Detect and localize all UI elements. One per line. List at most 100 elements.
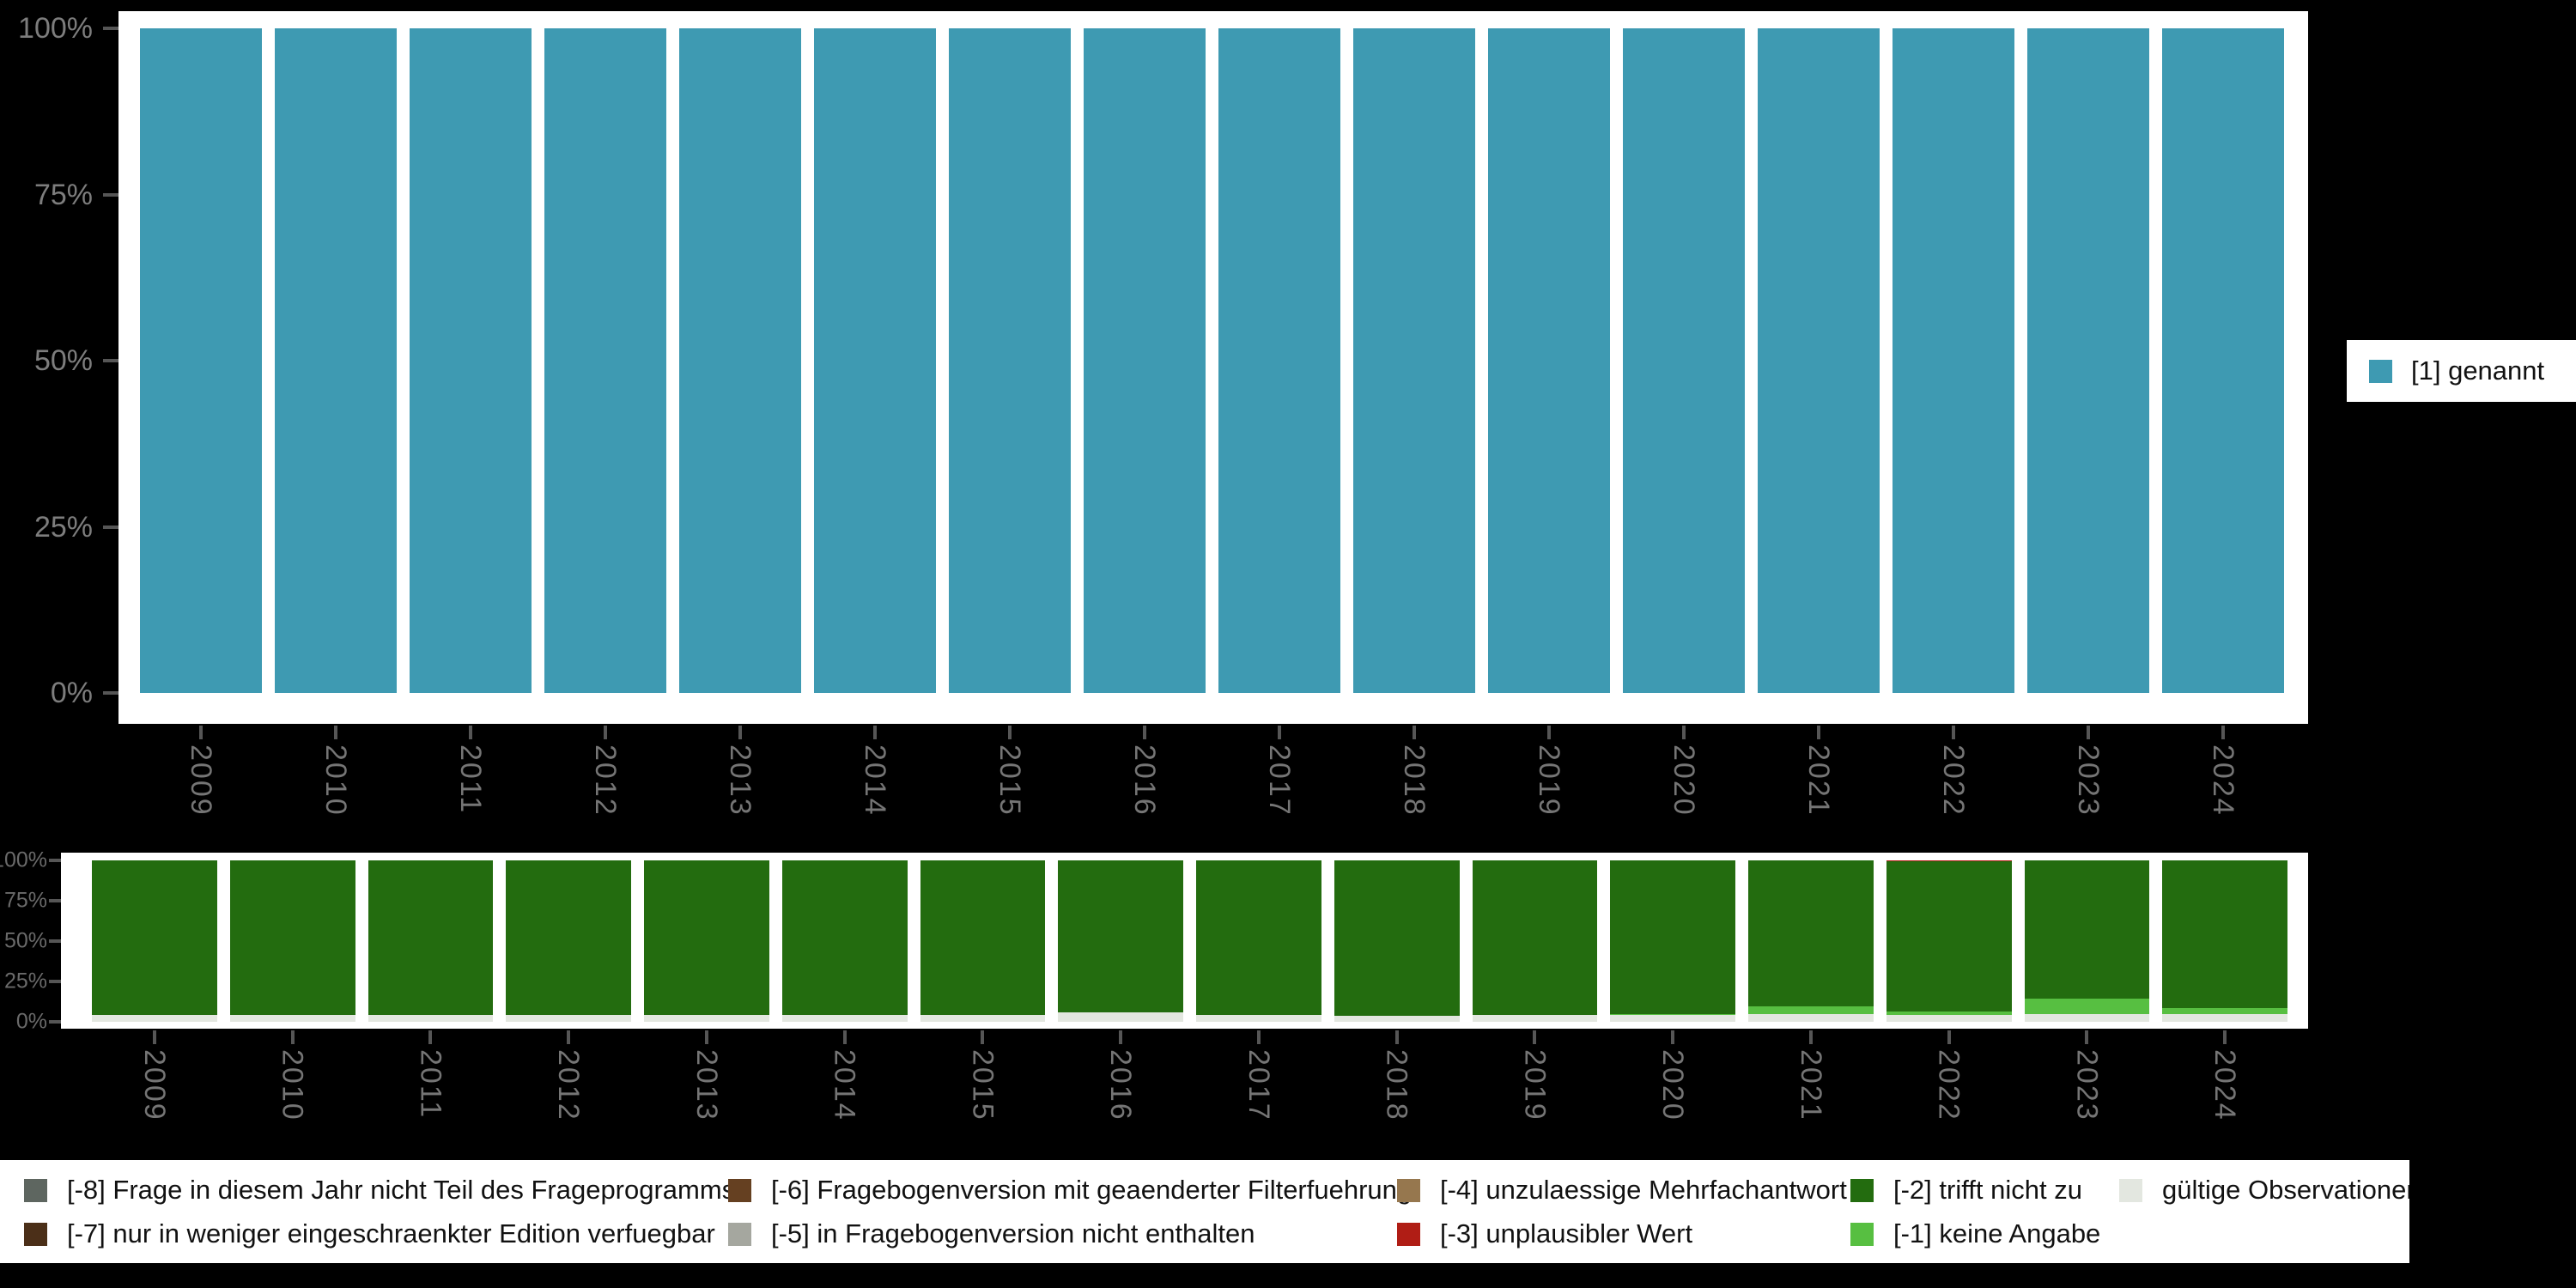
x-axis-cell-2010: 2010 (275, 726, 397, 824)
y-tick-label: 25% (3, 969, 47, 993)
bar-2019 (1488, 28, 1610, 693)
segment-trifft_nicht_zu (368, 860, 494, 1016)
segment-trifft_nicht_zu (1748, 860, 1874, 1007)
bar-2015 (949, 28, 1071, 693)
x-axis-cell-2017: 2017 (1218, 726, 1340, 824)
year-label-2024: 2024 (2207, 744, 2239, 817)
segment-trifft_nicht_zu (2024, 860, 2150, 999)
segment-gueltig (2024, 1013, 2150, 1022)
x-axis-cell-2018: 2018 (1353, 726, 1475, 824)
x-axis-cell-2013: 2013 (679, 726, 801, 824)
segment-genannt (2027, 28, 2149, 693)
year-label-2016: 2016 (1104, 1049, 1138, 1121)
x-axis-cell-2020: 2020 (1623, 726, 1745, 824)
x-axis-cell-2019: 2019 (1488, 726, 1610, 824)
segment-trifft_nicht_zu (229, 860, 355, 1015)
legend-label: [-8] Frage in diesem Jahr nicht Teil des… (67, 1175, 736, 1205)
segment-genannt (1488, 28, 1610, 693)
y-tick-mark (49, 939, 61, 943)
segment-gueltig (1058, 1012, 1183, 1022)
x-tick-mark (1008, 726, 1012, 739)
x-tick-mark (2223, 1030, 2227, 1044)
segment-gueltig (506, 1015, 631, 1022)
x-tick-mark (1952, 726, 1955, 739)
segment-gueltig (1334, 1016, 1460, 1022)
x-tick-mark (704, 1030, 708, 1044)
x-axis-cell-2024: 2024 (2162, 1030, 2287, 1133)
segment-genannt (410, 28, 532, 693)
x-axis-cell-2017: 2017 (1196, 1030, 1321, 1133)
bar-2013 (679, 28, 801, 693)
bar-2013 (644, 860, 769, 1022)
segment-gueltig (1472, 1014, 1598, 1022)
segment-gueltig (368, 1015, 494, 1022)
segment-trifft_nicht_zu (92, 860, 217, 1016)
segment-trifft_nicht_zu (1058, 860, 1183, 1012)
segment-trifft_nicht_zu (1472, 860, 1598, 1015)
x-axis-cell-2020: 2020 (1610, 1030, 1735, 1133)
bar-2021 (1758, 28, 1880, 693)
x-tick-mark (842, 1030, 847, 1044)
segment-gueltig (1196, 1014, 1321, 1022)
genannt-legend-label: [1] genannt (2411, 355, 2545, 386)
year-label-2012: 2012 (589, 744, 622, 817)
bar-2018 (1334, 860, 1460, 1022)
y-tick-label: 100% (0, 848, 47, 872)
legend-item-gueltig: gültige Observationen (2119, 1175, 2409, 1205)
x-tick-mark (981, 1030, 985, 1044)
x-tick-mark (1671, 1030, 1675, 1044)
segment-keine_angabe (1748, 1006, 1874, 1014)
segment-gueltig (92, 1015, 217, 1022)
x-axis-cell-2016: 2016 (1058, 1030, 1183, 1133)
bar-2015 (920, 860, 1046, 1022)
bar-2024 (2162, 860, 2287, 1022)
x-tick-mark (604, 726, 607, 739)
segment-trifft_nicht_zu (1196, 860, 1321, 1015)
legend-item-mehrfachantwort: [-4] unzulaessige Mehrfachantwort (1397, 1175, 1847, 1205)
bar-2017 (1218, 28, 1340, 693)
x-tick-mark (290, 1030, 295, 1044)
x-axis-cell-2022: 2022 (1886, 1030, 2012, 1133)
x-axis-cell-2009: 2009 (92, 1030, 217, 1133)
year-label-2018: 2018 (1398, 744, 1431, 817)
year-label-2017: 2017 (1263, 744, 1296, 817)
legend-label: [-1] keine Angabe (1893, 1218, 2101, 1249)
y-tick-mark (103, 359, 118, 362)
bar-2012 (544, 28, 666, 693)
y-tick-label: 75% (33, 178, 93, 211)
bar-2017 (1196, 860, 1321, 1022)
legend-swatch-keine_angabe (1850, 1222, 1874, 1246)
year-label-2014: 2014 (828, 1049, 861, 1121)
bar-2010 (229, 860, 355, 1022)
segment-trifft_nicht_zu (2162, 860, 2287, 1009)
bar-2012 (506, 860, 631, 1022)
bar-2022 (1893, 28, 2014, 693)
bar-2016 (1058, 860, 1183, 1022)
top-chart-bars (140, 28, 2284, 693)
x-axis-cell-2023: 2023 (2025, 1030, 2150, 1133)
segment-gueltig (2162, 1013, 2287, 1022)
legend-label: [-7] nur in weniger eingeschraenkter Edi… (67, 1218, 715, 1249)
bar-2014 (781, 860, 908, 1022)
segment-trifft_nicht_zu (506, 860, 631, 1016)
legend-swatch-unplausibel (1397, 1222, 1420, 1246)
year-label-2023: 2023 (2070, 1049, 2104, 1121)
x-axis-cell-2018: 2018 (1334, 1030, 1460, 1133)
legend-item-unplausibel: [-3] unplausibler Wert (1397, 1218, 1692, 1249)
bar-2019 (1472, 860, 1598, 1022)
y-tick-label: 75% (3, 888, 47, 913)
year-label-2010: 2010 (319, 744, 352, 817)
x-tick-mark (199, 726, 203, 739)
year-label-2017: 2017 (1242, 1049, 1275, 1121)
genannt-legend-swatch (2369, 359, 2392, 383)
year-label-2021: 2021 (1802, 744, 1835, 817)
segment-keine_angabe (1886, 1011, 2012, 1015)
x-axis-cell-2013: 2013 (644, 1030, 769, 1133)
y-tick-mark (49, 1020, 61, 1024)
x-axis-cell-2011: 2011 (410, 726, 532, 824)
bar-2009 (140, 28, 262, 693)
year-label-2010: 2010 (276, 1049, 309, 1121)
bar-2011 (410, 28, 532, 693)
y-tick-mark (49, 980, 61, 983)
x-axis-cell-2022: 2022 (1893, 726, 2014, 824)
